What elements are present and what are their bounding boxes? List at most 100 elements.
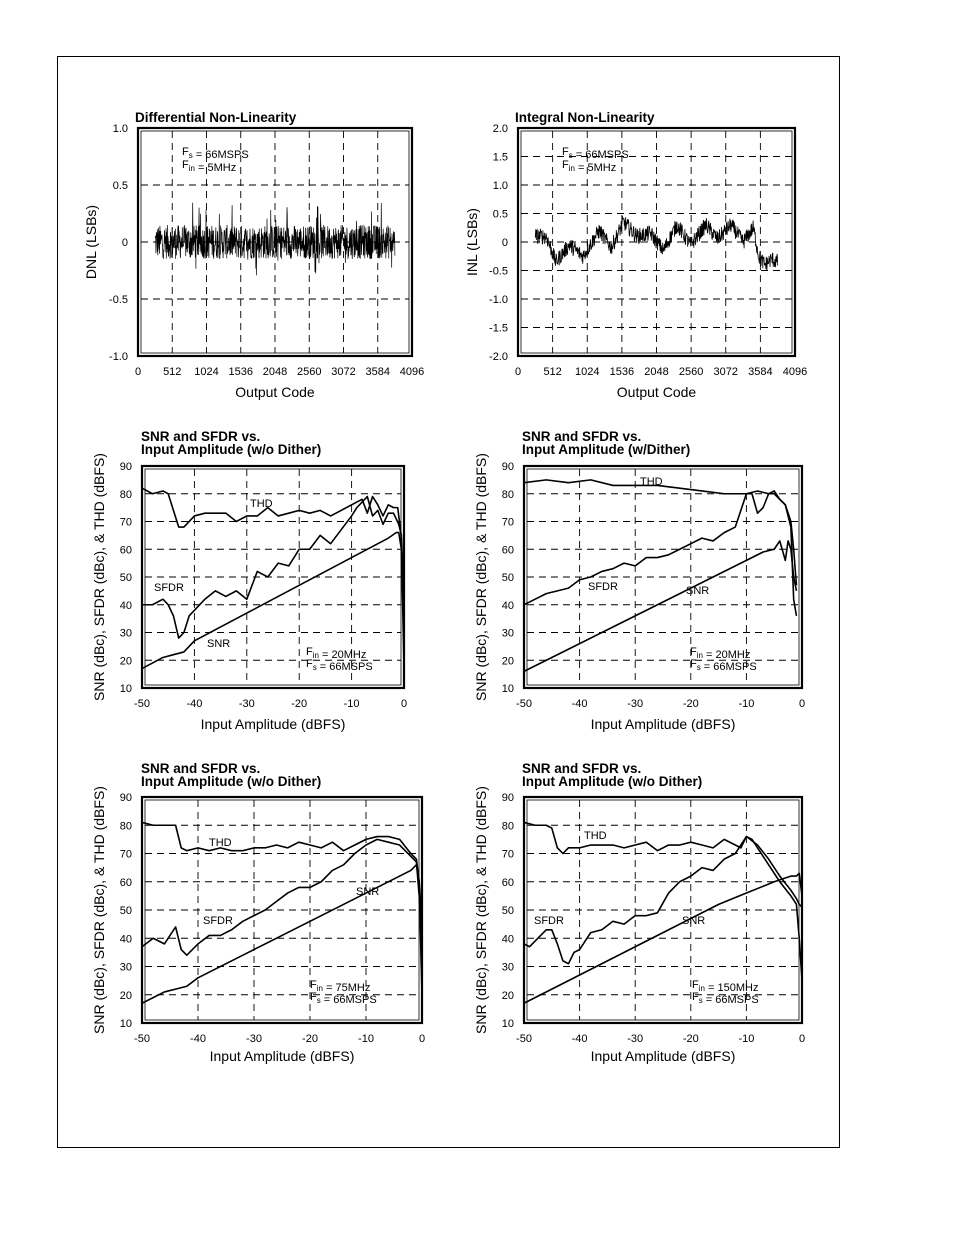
y-tick-label: -0.5 bbox=[109, 294, 128, 306]
y-tick-label: 1.0 bbox=[113, 123, 128, 135]
x-tick-label: -40 bbox=[186, 698, 202, 710]
chart-1: 0 512 1024 1536 2048 2560 3072 3584 40961.00.50-… bbox=[83, 110, 424, 400]
y-tick-label: -0.5 bbox=[489, 266, 508, 278]
y-axis-label: SNR (dBc), SFDR (dBc), & THD (dBFS) bbox=[91, 786, 107, 1034]
chart-title: Input Amplitude (w/o Dither) bbox=[522, 774, 702, 789]
series-label: THD bbox=[250, 498, 273, 510]
series-label: SNR bbox=[356, 886, 379, 898]
x-tick-label: 1024 bbox=[194, 366, 218, 378]
x-tick-label: -20 bbox=[302, 1033, 318, 1045]
y-axis-label: SNR (dBc), SFDR (dBc), & THD (dBFS) bbox=[473, 453, 489, 701]
x-tick-label: -30 bbox=[627, 1033, 643, 1045]
y-tick-label: 60 bbox=[502, 544, 514, 556]
x-tick-label: -10 bbox=[358, 1033, 374, 1045]
chart-title: Input Amplitude (w/o Dither) bbox=[141, 774, 321, 789]
x-tick-label: 0 bbox=[799, 1033, 805, 1045]
series-line-thd bbox=[141, 487, 405, 605]
x-tick-label: -30 bbox=[239, 698, 255, 710]
series-line-sfdr bbox=[141, 838, 423, 957]
annotation: Fin = 20MHz bbox=[690, 646, 750, 661]
x-tick-label: -30 bbox=[246, 1033, 262, 1045]
x-tick-label: -10 bbox=[738, 698, 754, 710]
x-tick-label: 0 bbox=[799, 698, 805, 710]
series-line-thd bbox=[523, 821, 803, 908]
x-tick-label: -40 bbox=[572, 1033, 588, 1045]
x-tick-label: 3584 bbox=[366, 366, 390, 378]
series-label: SFDR bbox=[534, 915, 564, 927]
annotation: Fin = 150MHz bbox=[692, 979, 758, 994]
chart-title: SNR and SFDR vs. bbox=[141, 761, 260, 776]
x-tick-label: 2048 bbox=[644, 366, 668, 378]
y-tick-label: 1.0 bbox=[493, 180, 508, 192]
y-tick-label: 40 bbox=[120, 933, 132, 945]
chart-6: -50 -40 -30 -20 -10 0 90 80 70 60 50 40 30 20 10 SNR an… bbox=[473, 761, 805, 1064]
y-tick-label: 40 bbox=[502, 600, 514, 612]
y-tick-label: -1.0 bbox=[489, 294, 508, 306]
y-tick-label: 50 bbox=[120, 905, 132, 917]
y-tick-label: 10 bbox=[502, 1018, 514, 1030]
y-tick-label: 60 bbox=[120, 544, 132, 556]
y-tick-label: 30 bbox=[120, 962, 132, 974]
y-tick-label: 70 bbox=[502, 849, 514, 861]
y-tick-label: -1.5 bbox=[489, 323, 508, 335]
x-tick-label: 4096 bbox=[783, 366, 807, 378]
annotation: Fs = 66MSPS bbox=[562, 146, 629, 161]
y-axis-label: SNR (dBc), SFDR (dBc), & THD (dBFS) bbox=[473, 786, 489, 1034]
y-tick-label: 70 bbox=[502, 517, 514, 529]
annotation: Fin = 5MHz bbox=[562, 159, 616, 174]
y-tick-label: 40 bbox=[120, 600, 132, 612]
y-tick-label: 40 bbox=[502, 933, 514, 945]
x-tick-label: -40 bbox=[190, 1033, 206, 1045]
chart-title: SNR and SFDR vs. bbox=[522, 761, 641, 776]
y-tick-label: 0.5 bbox=[113, 180, 128, 192]
x-tick-label: -40 bbox=[572, 698, 588, 710]
chart-title: SNR and SFDR vs. bbox=[141, 429, 260, 444]
inl-trace bbox=[534, 216, 779, 271]
chart-title: Integral Non-Linearity bbox=[515, 110, 655, 125]
annotation: Fs = 66MSPS bbox=[182, 146, 249, 161]
x-tick-label: 3072 bbox=[331, 366, 355, 378]
y-tick-label: 80 bbox=[120, 820, 132, 832]
annotation: Fin = 5MHz bbox=[182, 159, 236, 174]
series-label: SFDR bbox=[588, 581, 618, 593]
y-tick-label: 90 bbox=[120, 461, 132, 473]
y-tick-label: 90 bbox=[502, 792, 514, 804]
x-tick-label: 1536 bbox=[610, 366, 634, 378]
y-tick-label: 80 bbox=[120, 489, 132, 501]
chart-title: SNR and SFDR vs. bbox=[522, 429, 641, 444]
x-axis-label: Input Amplitude (dBFS) bbox=[210, 1048, 355, 1064]
x-tick-label: 512 bbox=[543, 366, 561, 378]
chart-4: -50 -40 -30 -20 -10 0 90 80 70 60 50 40 30 20 10 SNR an… bbox=[473, 429, 805, 732]
x-tick-label: 512 bbox=[163, 366, 181, 378]
x-tick-label: 2560 bbox=[679, 366, 703, 378]
series-label: SNR bbox=[682, 915, 705, 927]
y-tick-label: 50 bbox=[502, 572, 514, 584]
x-axis-label: Output Code bbox=[617, 384, 697, 400]
y-tick-label: 80 bbox=[502, 489, 514, 501]
y-axis-label: INL (LSBs) bbox=[464, 208, 480, 276]
x-tick-label: 3072 bbox=[714, 366, 738, 378]
x-tick-label: -20 bbox=[683, 698, 699, 710]
y-tick-label: 60 bbox=[502, 877, 514, 889]
y-tick-label: 50 bbox=[120, 572, 132, 584]
y-tick-label: 10 bbox=[120, 1018, 132, 1030]
x-tick-label: 0 bbox=[515, 366, 521, 378]
y-tick-label: 90 bbox=[120, 792, 132, 804]
y-tick-label: -1.0 bbox=[109, 351, 128, 363]
x-tick-label: -30 bbox=[627, 698, 643, 710]
y-tick-label: 30 bbox=[502, 962, 514, 974]
x-tick-label: 1024 bbox=[575, 366, 599, 378]
x-tick-label: 0 bbox=[401, 698, 407, 710]
y-tick-label: 1.5 bbox=[493, 152, 508, 164]
series-line-snr bbox=[141, 531, 405, 670]
series-label: SFDR bbox=[203, 915, 233, 927]
y-tick-label: 50 bbox=[502, 905, 514, 917]
x-tick-label: -50 bbox=[134, 1033, 150, 1045]
series-label: THD bbox=[209, 837, 232, 849]
y-tick-label: 70 bbox=[120, 849, 132, 861]
series-line-sfdr bbox=[523, 835, 803, 981]
x-tick-label: 2048 bbox=[263, 366, 287, 378]
y-tick-label: 80 bbox=[502, 820, 514, 832]
series-line-sfdr bbox=[523, 490, 798, 616]
